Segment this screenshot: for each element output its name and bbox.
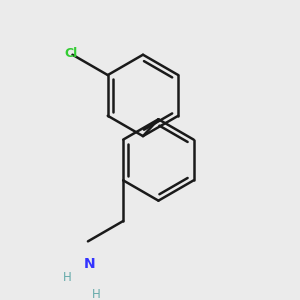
Text: H: H [92,288,101,300]
Text: N: N [84,257,96,271]
Text: Cl: Cl [64,47,78,60]
Text: H: H [63,272,72,284]
